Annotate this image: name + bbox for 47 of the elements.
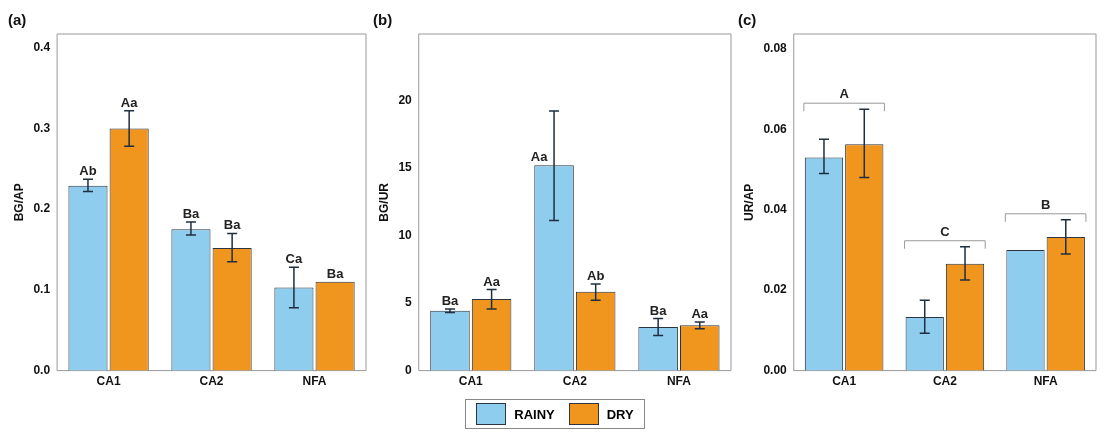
y-tick-label: 0.3 (33, 120, 51, 135)
y-tick-label: 0.00 (763, 362, 788, 377)
data-label: Aa (120, 94, 139, 110)
y-tick-label: 5 (405, 295, 413, 310)
y-tick-label: 0.02 (763, 282, 788, 297)
y-tick-label: 0.1 (33, 282, 51, 297)
data-label: Ab (587, 268, 605, 284)
annotation: A (839, 86, 850, 102)
x-tick-label: CA2 (562, 374, 588, 389)
data-label: Ba (326, 265, 345, 281)
annotation: B (1040, 196, 1051, 212)
legend-label: DRY (606, 406, 634, 422)
data-label: Ab (79, 163, 97, 179)
data-label: Ba (182, 206, 201, 222)
chart-title: (c) (738, 11, 757, 29)
x-tick-label: NFA (302, 374, 327, 389)
y-tick-label: 0.0 (33, 362, 51, 377)
y-axis-title: UR/AP (741, 183, 756, 221)
y-tick-label: 0.04 (763, 202, 788, 217)
y-tick-label: 0.4 (33, 40, 51, 55)
x-tick-label: CA2 (199, 374, 224, 389)
chart-title: (b) (373, 11, 393, 29)
y-tick-label: 10 (398, 227, 413, 242)
x-tick-label: CA1 (832, 374, 857, 389)
legend-label: RAINY (514, 406, 555, 422)
y-tick-label: 0.06 (763, 121, 788, 136)
chart-title: (a) (8, 11, 27, 29)
x-tick-label: NFA (1033, 374, 1058, 389)
y-tick-label: 20 (398, 92, 413, 107)
data-label: Aa (483, 273, 501, 289)
y-tick-label: 0.2 (33, 201, 51, 216)
data-label: Ba (441, 293, 460, 309)
y-tick-label: 15 (398, 160, 413, 175)
y-axis-title: BG/AP (11, 183, 26, 222)
y-axis-title: BG/UR (376, 182, 391, 222)
annotation: C (940, 223, 951, 239)
data-label: Ca (285, 251, 303, 267)
x-tick-label: CA1 (96, 374, 121, 389)
x-tick-label: NFA (666, 374, 692, 389)
data-label: Aa (530, 149, 549, 165)
y-tick-label: 0.08 (763, 41, 788, 56)
data-label: Ba (649, 302, 668, 318)
data-label: Ba (223, 217, 242, 233)
data-label: Aa (691, 306, 709, 322)
x-tick-label: CA2 (932, 374, 958, 389)
y-tick-label: 0 (405, 362, 413, 377)
x-tick-label: CA1 (458, 374, 484, 389)
